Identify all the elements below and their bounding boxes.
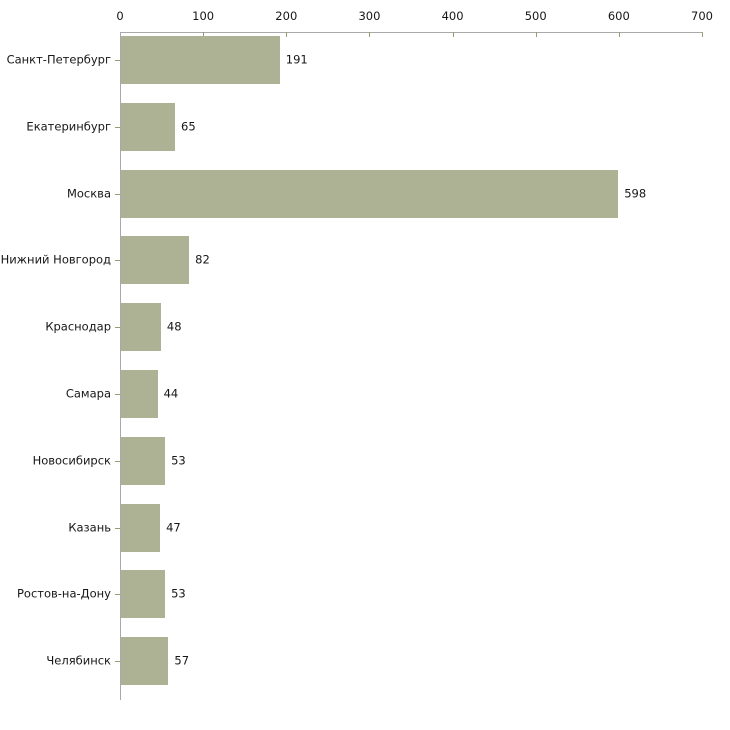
bar[interactable] [121, 570, 166, 619]
x-axis-tick-label: 400 [441, 9, 464, 23]
x-axis-tick [535, 32, 537, 37]
bar-value-label: 44 [163, 386, 179, 401]
bar[interactable] [121, 169, 619, 218]
bar[interactable] [121, 102, 176, 151]
x-axis-tick-label: 600 [607, 9, 630, 23]
bar-value-label: 47 [166, 520, 181, 535]
y-axis-tick [115, 460, 120, 462]
bar-value-label: 65 [181, 119, 196, 134]
x-axis-tick [618, 32, 620, 37]
bar[interactable] [121, 370, 158, 418]
y-axis [115, 32, 121, 700]
bar[interactable] [121, 503, 161, 552]
category-label: Новосибирск [32, 453, 111, 468]
bar-value-label: 57 [174, 653, 190, 668]
category-label: Краснодар [45, 319, 111, 334]
bar[interactable] [121, 36, 280, 84]
category-label: Москва [66, 186, 111, 201]
bar-value-label: 53 [171, 453, 186, 468]
bar-value-label: 191 [285, 52, 308, 67]
category-label: Ростов-на-Дону [16, 586, 111, 601]
y-axis-tick [115, 327, 120, 329]
bar[interactable] [121, 436, 166, 485]
category-label: Екатеринбург [26, 119, 111, 134]
x-axis-tick [702, 32, 703, 37]
x-axis-tick-label: 500 [524, 9, 547, 23]
y-axis-tick [115, 260, 120, 262]
category-label: Казань [68, 520, 111, 535]
category-label: Самара [65, 386, 111, 401]
bar-value-label: 48 [166, 319, 182, 334]
bar[interactable] [121, 236, 190, 285]
bar[interactable] [121, 303, 161, 352]
x-axis-tick [369, 32, 371, 37]
x-axis: 0 100 200 300 400 500 600 700 [116, 10, 713, 37]
x-axis-tick-label: 700 [691, 9, 713, 23]
category-label: Нижний Новгород [0, 252, 111, 267]
bar[interactable] [121, 637, 169, 686]
x-axis-tick-label: 300 [358, 9, 381, 23]
y-axis-tick [115, 394, 120, 395]
category-label: Санкт-Петербург [6, 52, 111, 67]
y-axis-tick [115, 193, 120, 195]
bar-value-label: 53 [171, 586, 186, 601]
y-axis-tick [115, 527, 120, 529]
y-axis-tick [115, 126, 120, 128]
category-label: Челябинск [46, 653, 111, 668]
x-axis-tick [203, 32, 205, 37]
y-axis-tick [115, 661, 120, 663]
x-axis-tick-label: 0 [116, 9, 124, 23]
y-axis-tick [115, 594, 120, 596]
x-axis-tick [286, 32, 288, 37]
x-axis-tick-label: 100 [192, 9, 215, 23]
y-axis-tick [115, 60, 120, 61]
x-axis-tick [452, 32, 454, 37]
x-axis-tick-label: 200 [275, 9, 298, 23]
bar-value-label: 598 [624, 186, 647, 201]
bar-value-label: 82 [195, 252, 210, 267]
